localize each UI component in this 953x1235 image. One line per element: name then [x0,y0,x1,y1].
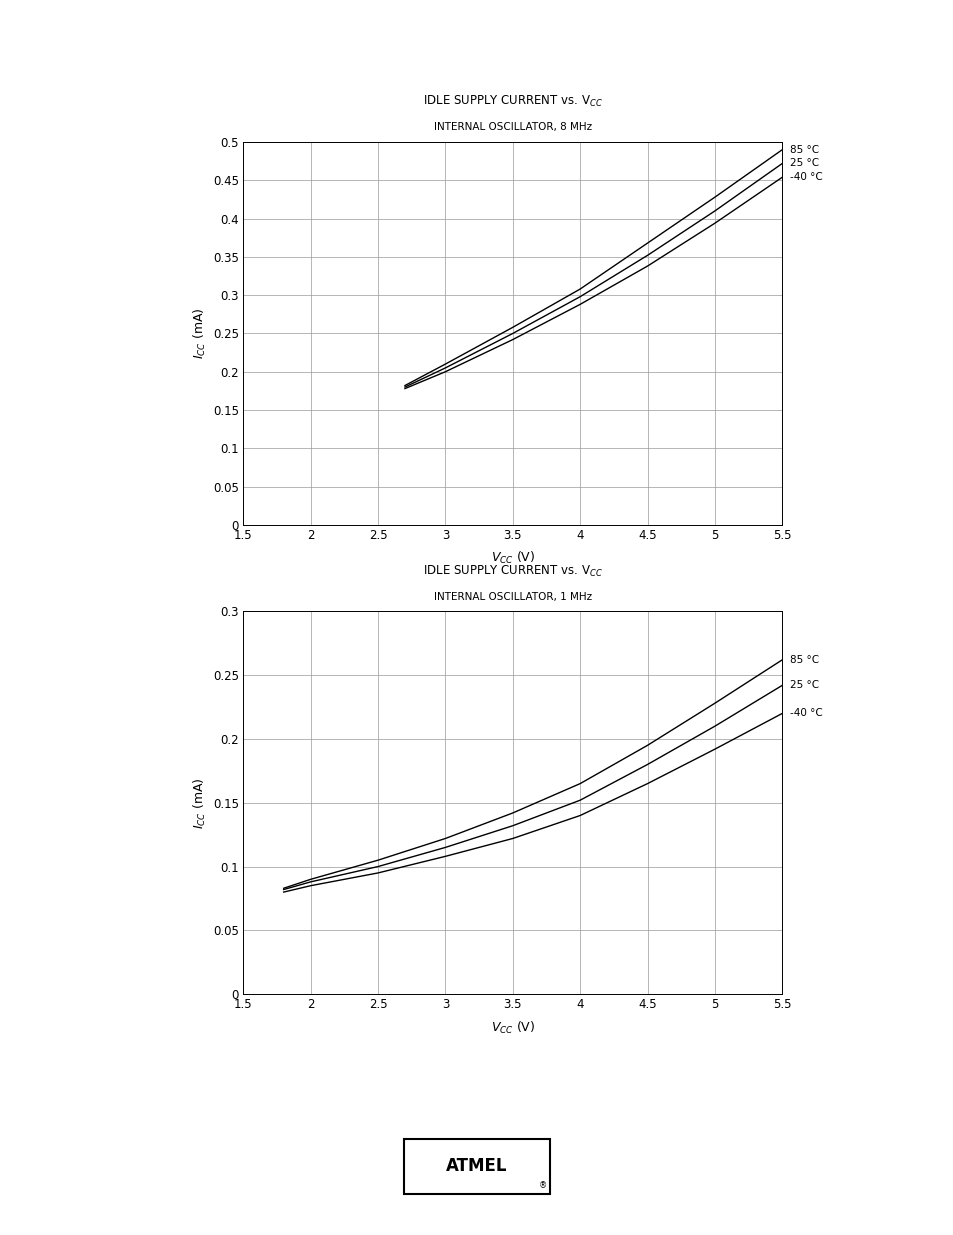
X-axis label: $V_{CC}$ (V): $V_{CC}$ (V) [490,551,535,567]
Text: ATMEL: ATMEL [446,1157,507,1176]
Text: ®: ® [538,1181,546,1191]
Text: 85 °C: 85 °C [789,144,819,154]
Text: IDLE SUPPLY CURRENT vs. V$_{CC}$: IDLE SUPPLY CURRENT vs. V$_{CC}$ [422,94,602,110]
X-axis label: $V_{CC}$ (V): $V_{CC}$ (V) [490,1020,535,1036]
Text: INTERNAL OSCILLATOR, 1 MHz: INTERNAL OSCILLATOR, 1 MHz [434,592,591,601]
Text: 85 °C: 85 °C [789,655,819,664]
Text: 25 °C: 25 °C [789,158,819,168]
Y-axis label: $I_{CC}$ (mA): $I_{CC}$ (mA) [192,308,208,359]
Text: INTERNAL OSCILLATOR, 8 MHz: INTERNAL OSCILLATOR, 8 MHz [434,122,591,132]
Text: -40 °C: -40 °C [789,709,822,719]
Text: 25 °C: 25 °C [789,680,819,690]
Text: -40 °C: -40 °C [789,172,822,183]
Y-axis label: $I_{CC}$ (mA): $I_{CC}$ (mA) [192,777,208,829]
Text: IDLE SUPPLY CURRENT vs. V$_{CC}$: IDLE SUPPLY CURRENT vs. V$_{CC}$ [422,563,602,579]
